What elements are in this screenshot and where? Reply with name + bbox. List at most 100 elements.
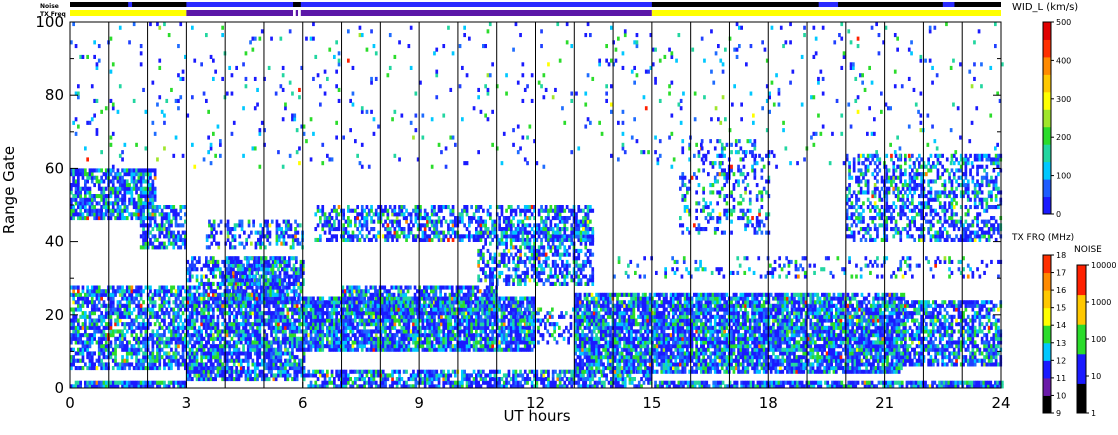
heatmap-cell bbox=[495, 336, 499, 341]
heatmap-cell bbox=[163, 245, 166, 250]
heatmap-cell bbox=[263, 344, 266, 349]
heatmap-cell bbox=[286, 377, 290, 382]
heatmap-cell bbox=[244, 311, 248, 316]
heatmap-cell bbox=[109, 292, 113, 297]
heatmap-cell bbox=[500, 347, 504, 352]
heatmap-cell bbox=[205, 234, 209, 239]
heatmap-cell bbox=[411, 307, 415, 312]
heatmap-cell bbox=[295, 369, 299, 374]
heatmap-cell bbox=[144, 216, 148, 221]
heatmap-cell bbox=[441, 311, 445, 316]
heatmap-cell bbox=[118, 366, 122, 371]
heatmap-cell bbox=[225, 362, 229, 367]
heatmap-cell bbox=[486, 340, 490, 345]
heatmap-cell bbox=[215, 230, 218, 235]
heatmap-cell bbox=[395, 303, 398, 308]
heatmap-cell bbox=[216, 259, 220, 264]
heatmap-cell bbox=[516, 344, 520, 349]
heatmap-cell bbox=[450, 300, 454, 305]
heatmap-cell bbox=[492, 292, 496, 297]
heatmap-cell bbox=[437, 344, 441, 349]
heatmap-cell bbox=[167, 303, 171, 308]
heatmap-cell bbox=[472, 340, 476, 345]
heatmap-cell bbox=[135, 208, 138, 213]
heatmap-cell bbox=[79, 172, 82, 177]
heatmap-cell bbox=[146, 208, 150, 213]
heatmap-cell bbox=[285, 270, 289, 275]
heatmap-cell bbox=[267, 347, 271, 352]
heatmap-cell bbox=[149, 333, 152, 338]
heatmap-cell bbox=[264, 234, 267, 239]
heatmap-cell bbox=[111, 205, 115, 210]
heatmap-cell bbox=[451, 333, 455, 338]
heatmap-cell bbox=[437, 325, 441, 330]
heatmap-cell bbox=[158, 241, 162, 246]
heatmap-cell bbox=[260, 274, 264, 279]
heatmap-cell bbox=[371, 300, 375, 305]
heatmap-cell bbox=[132, 296, 136, 301]
heatmap-cell bbox=[312, 384, 315, 389]
heatmap-cell bbox=[314, 303, 318, 308]
heatmap-cell bbox=[302, 263, 305, 268]
heatmap-cell bbox=[227, 267, 231, 272]
heatmap-cell bbox=[437, 296, 440, 301]
heatmap-cell bbox=[316, 325, 320, 330]
heatmap-cell bbox=[367, 329, 371, 334]
heatmap-cell bbox=[88, 205, 92, 210]
heatmap-cell bbox=[191, 355, 194, 360]
heatmap-cell bbox=[128, 190, 131, 195]
heatmap-cell bbox=[419, 314, 422, 319]
heatmap-cell bbox=[388, 344, 392, 349]
heatmap-cell bbox=[475, 314, 478, 319]
heatmap-cell bbox=[258, 263, 262, 268]
heatmap-cell bbox=[237, 336, 241, 341]
heatmap-cell bbox=[381, 347, 385, 352]
heatmap-cell bbox=[100, 351, 103, 356]
heatmap-cell bbox=[248, 263, 252, 268]
heatmap-cell bbox=[258, 355, 262, 360]
heatmap-cell bbox=[123, 183, 127, 188]
heatmap-cell bbox=[165, 384, 169, 389]
heatmap-cell bbox=[144, 380, 148, 385]
heatmap-cell bbox=[109, 322, 113, 327]
heatmap-cell bbox=[128, 325, 131, 330]
heatmap-cell bbox=[470, 300, 473, 305]
heatmap-cell bbox=[181, 296, 185, 301]
heatmap-cell bbox=[195, 318, 199, 323]
heatmap-cell bbox=[316, 340, 320, 345]
heatmap-cell bbox=[84, 194, 87, 199]
heatmap-cell bbox=[260, 311, 264, 316]
heatmap-cell bbox=[79, 314, 82, 319]
heatmap-cell bbox=[344, 373, 348, 378]
heatmap-cell bbox=[146, 230, 150, 235]
heatmap-cell bbox=[77, 205, 80, 210]
heatmap-cell bbox=[269, 274, 273, 279]
heatmap-cell bbox=[472, 322, 476, 327]
heatmap-cell bbox=[142, 289, 145, 294]
heatmap-cell bbox=[184, 362, 187, 367]
heatmap-cell bbox=[291, 362, 294, 367]
heatmap-cell bbox=[88, 168, 92, 173]
heatmap-cell bbox=[533, 340, 536, 345]
heatmap-cell bbox=[323, 322, 327, 327]
heatmap-cell bbox=[293, 303, 297, 308]
heatmap-cell bbox=[232, 314, 236, 319]
heatmap-cell bbox=[149, 190, 152, 195]
heatmap-cell bbox=[214, 373, 217, 378]
heatmap-cell bbox=[284, 362, 287, 367]
heatmap-cell bbox=[88, 194, 92, 199]
heatmap-cell bbox=[151, 292, 155, 297]
heatmap-cell bbox=[123, 325, 127, 330]
heatmap-cell bbox=[237, 358, 241, 363]
heatmap-cell bbox=[468, 344, 471, 349]
heatmap-cell bbox=[146, 168, 150, 173]
heatmap-cell bbox=[293, 329, 297, 334]
heatmap-cell bbox=[523, 325, 527, 330]
heatmap-cell bbox=[398, 377, 401, 382]
heatmap-cell bbox=[470, 333, 473, 338]
heatmap-cell bbox=[298, 300, 301, 305]
heatmap-cell bbox=[263, 300, 266, 305]
heatmap-cell bbox=[295, 355, 299, 360]
heatmap-cell bbox=[498, 340, 501, 345]
